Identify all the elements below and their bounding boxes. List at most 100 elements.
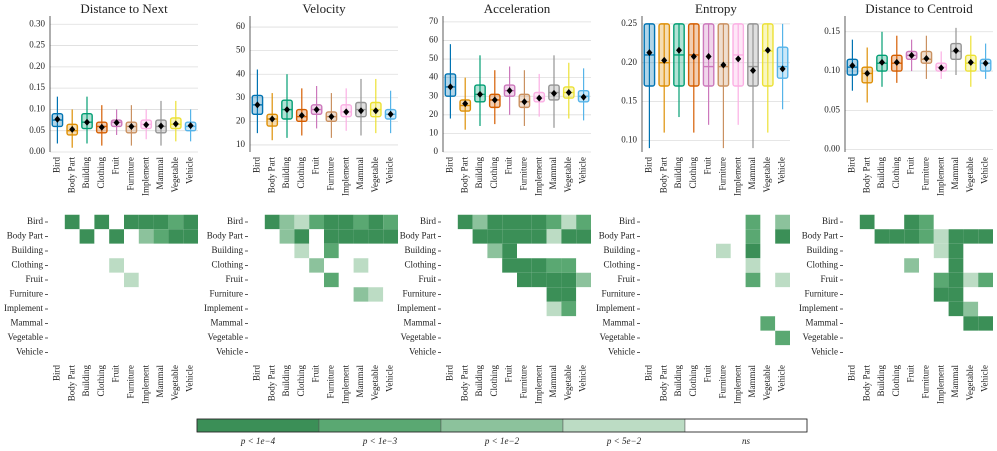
heatmap-cell [576,301,591,317]
heatmap-cell [775,272,790,288]
heatmap-cell [250,287,265,302]
mean-marker [676,46,682,54]
heatmap-cell [324,287,339,302]
heatmap-cell [279,243,295,259]
row-label: Building [404,245,436,255]
col-label: Building [876,365,886,397]
heatmap-cell [978,258,993,273]
row-label: Bird [619,216,636,226]
heatmap-cell [309,214,324,230]
x-tick-label: Building [474,157,484,189]
heatmap-cell [531,243,547,259]
col-label: Vegetable [965,365,975,400]
x-tick-label: Mammal [155,157,165,190]
heatmap-cell [279,214,295,230]
heatmap-cell [874,243,890,259]
heatmap-cell [294,214,310,230]
heatmap-cell [368,316,384,331]
heatmap-cell [338,243,354,259]
heatmap-cell [517,272,532,288]
heatmap-cell [183,214,198,230]
heatmap-cell [701,258,716,273]
row-label: Furniture [805,289,839,299]
heatmap-cell [383,229,398,244]
heatmap-cell [138,272,154,288]
y-tick-label: 0.10 [824,65,840,75]
heatmap-cell [138,258,154,273]
mean-marker [893,58,900,66]
heatmap-cell [64,301,80,317]
heatmap-cell [338,258,354,273]
x-tick-label: Body Part [658,157,668,194]
heatmap-cell [775,316,790,331]
col-label: Furniture [920,365,930,399]
heatmap-cell [716,272,731,288]
heatmap-cell [517,316,532,331]
heatmap-cell [561,258,577,273]
heatmap-cell [656,229,672,244]
heatmap-cell [109,316,124,331]
mean-marker [565,89,572,97]
col-label: Body Part [266,365,276,402]
mean-marker [705,52,712,60]
heatmap-cell [124,243,139,259]
heatmap-cell [576,330,591,346]
heatmap-cell [730,345,746,360]
mean-marker [720,61,727,69]
mean-marker [879,58,885,66]
heatmap-cell [978,214,993,230]
row-label: Fruit [617,274,635,284]
y-tick-label: 20 [236,115,246,125]
heatmap-cell [948,258,964,273]
chart-title: Distance to Next [80,1,168,16]
heatmap-cell [487,345,503,360]
heatmap-cell [443,272,458,288]
x-tick-label: Implement [340,157,350,196]
heatmap-cell [933,330,949,346]
heatmap-cell [79,214,95,230]
x-tick-label: Fruit [906,157,916,175]
row-label: Mammal [11,318,44,328]
heatmap-cell [50,345,65,360]
x-tick-label: Furniture [125,157,135,191]
heatmap-cell [745,301,761,317]
heatmap-cell [642,243,657,259]
heatmap-cell [368,229,384,244]
x-tick-label: Vegetable [762,157,772,192]
row-label: Body Part [207,231,244,241]
heatmap-cell [716,316,731,331]
heatmap-cell [576,316,591,331]
heatmap-cell [324,214,339,230]
row-label: Vehicle [216,347,243,357]
heatmap-cell [859,214,875,230]
heatmap-cell [775,258,790,273]
heatmap-cell [324,316,339,331]
heatmap-cell [561,272,577,288]
heatmap-cell [443,243,458,259]
heatmap-cell [472,345,488,360]
heatmap-cell [517,330,532,346]
heatmap-cell [368,301,384,317]
heatmap-cell [294,345,310,360]
col-label: Clothing [489,365,499,397]
heatmap-cell [250,258,265,273]
x-tick-label: Building [876,157,886,189]
heatmap-cell [686,258,702,273]
heatmap-cell [472,287,488,302]
heatmap-cell [716,345,731,360]
heatmap-cell [50,243,65,259]
heatmap-cell [502,345,517,360]
heatmap-cell [933,301,949,317]
heatmap-cell [183,229,198,244]
mean-marker [521,98,528,106]
heatmap-cell [502,214,517,230]
heatmap-cell [642,258,657,273]
x-tick-label: Furniture [717,157,727,191]
row-label: Clothing [11,260,43,270]
heatmap-cell [845,243,860,259]
box [747,23,759,87]
heatmap-cell [124,272,139,288]
x-tick-label: Fruit [703,157,713,175]
heatmap-cell [153,330,169,346]
